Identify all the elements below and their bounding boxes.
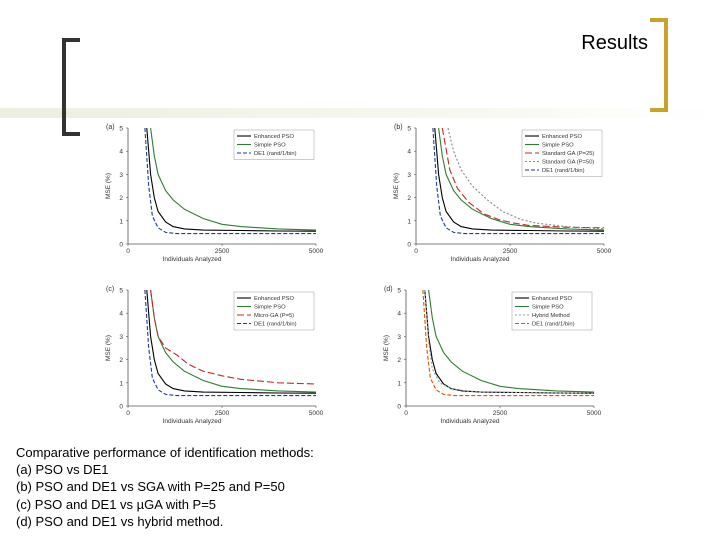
chart-panel-c: (c) 0 1 2 3 4 5 0 2500 5000 Individuals Analyzed MS… [105,286,324,425]
y-axis-label: MSE (%) [105,335,112,361]
caption-line: (b) PSO and DE1 vs SGA with P=25 and P=5… [16,479,285,495]
y-tick-label: 3 [407,172,411,179]
decorative-band [0,108,720,118]
series-line [144,289,316,397]
caption-line: Comparative performance of identificatio… [16,445,314,460]
legend-label: DE1 (rand/1/bin) [542,168,585,174]
x-axis-label: Individuals Analyzed [163,418,222,425]
y-axis-label: MSE (%) [383,335,390,361]
legend-label: Hybrid Method [532,313,570,319]
panel-label: (b) [394,124,403,131]
y-tick-label: 3 [397,334,401,341]
y-tick-label: 1 [397,380,401,387]
y-tick-label: 0 [119,242,123,249]
y-tick-label: 2 [119,195,123,202]
panel-label: (c) [106,286,114,293]
chart-panel-a: (a) 0 1 2 3 4 5 0 2500 5000 Individuals Analyzed MS… [105,124,324,263]
caption-line: (a) PSO vs DE1 [16,462,109,478]
x-tick-label: 2500 [503,248,518,255]
legend-label: DE1 (rand/1/bin) [532,322,575,328]
caption-line: (d) PSO and DE1 vs hybrid method. [16,513,224,529]
x-axis-label: Individuals Analyzed [441,418,500,425]
y-tick-label: 5 [397,288,401,295]
legend-label: Simple PSO [532,305,564,311]
x-axis-label: Individuals Analyzed [451,256,510,263]
legend-box [233,129,315,160]
y-tick-label: 5 [407,126,411,133]
series-line [447,127,605,230]
x-tick-label: 2500 [215,248,230,255]
series-line [438,127,605,231]
left-bracket-decoration [62,38,80,136]
y-tick-label: 0 [397,404,401,411]
y-tick-label: 4 [119,149,123,156]
x-tick-label: 5000 [587,410,602,417]
y-tick-label: 2 [119,357,123,364]
series-line [150,127,317,231]
y-tick-label: 4 [397,311,401,318]
y-tick-label: 1 [407,218,411,225]
figure-caption: Comparative performance of identificatio… [16,444,314,530]
y-tick-label: 3 [119,334,123,341]
series-line [144,127,316,235]
x-tick-label: 2500 [493,410,508,417]
legend-label: Simple PSO [254,143,286,149]
series-line [146,127,317,232]
series-line [434,127,605,232]
legend-label: DE1 (rand/1/bin) [254,322,297,328]
y-tick-label: 5 [119,126,123,133]
y-tick-label: 0 [407,242,411,249]
legend-label: Enhanced PSO [254,296,294,302]
legend-label: Simple PSO [254,305,286,311]
x-tick-label: 0 [126,410,130,417]
x-tick-label: 5000 [597,248,612,255]
series-line [441,127,605,229]
x-tick-label: 2500 [215,410,230,417]
series-line [422,289,594,397]
y-axis-label: MSE (%) [393,173,400,199]
legend-box [511,291,593,331]
x-tick-label: 0 [414,248,418,255]
chart-panel-d: (d) 0 1 2 3 4 5 0 2500 5000 Individuals Analyzed MS… [383,286,602,425]
series-line [146,289,317,394]
series-line [150,289,317,385]
legend-label: Enhanced PSO [542,134,582,140]
chart-panel-b: (b) 0 1 2 3 4 5 0 2500 5000 Individuals Analyzed MS… [393,124,612,263]
right-bracket-decoration [650,18,668,112]
legend-label: Standard GA (P=50) [542,160,594,166]
panel-label: (a) [106,124,115,131]
y-tick-label: 4 [407,149,411,156]
caption-line: (c) PSO and DE1 vs µGA with P=5 [16,496,217,512]
y-tick-label: 0 [119,404,123,411]
y-tick-label: 3 [119,172,123,179]
y-tick-label: 5 [119,288,123,295]
x-axis-label: Individuals Analyzed [163,256,222,263]
y-tick-label: 2 [407,195,411,202]
series-line [424,289,595,394]
legend-label: Enhanced PSO [254,134,294,140]
y-tick-label: 2 [397,357,401,364]
y-axis-label: MSE (%) [105,173,112,199]
y-tick-label: 4 [119,311,123,318]
legend-label: Simple PSO [542,143,574,149]
legend-label: Micro-GA (P=5) [254,313,294,319]
panel-label: (d) [384,286,393,293]
legend-label: DE1 (rand/1/bin) [254,151,297,157]
y-tick-label: 1 [119,218,123,225]
legend-label: Standard GA (P=25) [542,151,594,157]
x-tick-label: 0 [126,248,130,255]
series-line [432,127,604,235]
x-tick-label: 5000 [309,410,324,417]
x-tick-label: 0 [404,410,408,417]
series-line [428,289,595,393]
x-tick-label: 5000 [309,248,324,255]
legend-label: Enhanced PSO [532,296,572,302]
slide-title: Results [581,32,648,54]
y-tick-label: 1 [119,380,123,387]
